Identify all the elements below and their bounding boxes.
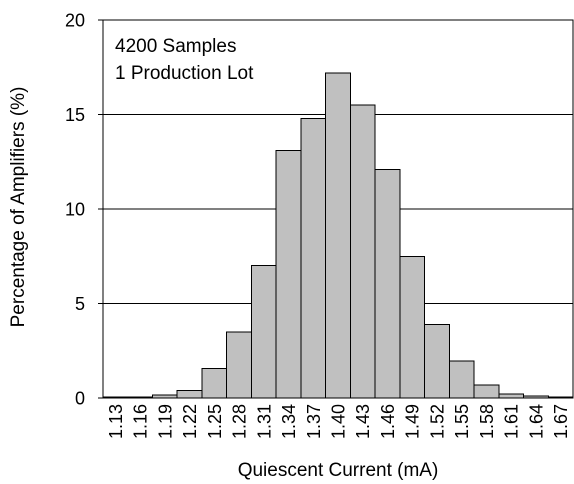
x-tick-label: 1.46 — [378, 404, 398, 439]
bar-1-37 — [300, 117, 327, 399]
y-axis-label: Percentage of Amplifiers (%) — [8, 87, 29, 328]
x-axis: 1.13 1.16 1.19 1.22 1.25 1.28 1.31 1.34 1.37 1.40… — [106, 404, 571, 439]
histogram-bars — [102, 72, 574, 399]
x-tick-label: 1.28 — [230, 404, 250, 439]
bar-1-49 — [399, 255, 426, 399]
x-tick-label: 1.31 — [254, 404, 274, 439]
y-tick-label: 5 — [75, 294, 85, 314]
x-tick-label: 1.52 — [427, 404, 447, 439]
x-tick-label: 1.67 — [551, 404, 571, 439]
bar-1-22 — [176, 389, 203, 399]
x-tick-label: 1.55 — [452, 404, 472, 439]
y-tick-label: 15 — [65, 105, 85, 125]
bar-1-28 — [226, 331, 252, 399]
bar-1-58 — [473, 384, 500, 399]
y-tick-label: 10 — [65, 200, 85, 220]
x-tick-label: 1.13 — [106, 404, 126, 439]
x-tick-label: 1.16 — [131, 404, 151, 439]
x-tick-label: 1.64 — [526, 404, 546, 439]
bar-1-25 — [201, 368, 228, 399]
x-tick-label: 1.19 — [155, 404, 175, 439]
y-tick-label: 20 — [65, 11, 85, 31]
x-tick-label: 1.37 — [304, 404, 324, 439]
bar-1-46 — [374, 168, 401, 399]
bar-1-52 — [424, 323, 450, 399]
y-tick-label: 0 — [75, 389, 85, 409]
x-tick-label: 1.25 — [205, 404, 225, 439]
bar-1-55 — [448, 360, 475, 399]
x-tick-label: 1.61 — [502, 404, 522, 439]
annotation-sample-count: 4200 Samples — [115, 36, 236, 57]
x-tick-label: 1.40 — [329, 404, 349, 439]
bar-1-34 — [275, 149, 302, 399]
x-tick-label: 1.34 — [279, 404, 299, 439]
bar-1-43 — [349, 104, 376, 399]
x-tick-label: 1.49 — [403, 404, 423, 439]
bar-1-31 — [250, 265, 277, 399]
annotation-production-lot: 1 Production Lot — [115, 63, 254, 84]
x-tick-label: 1.22 — [180, 404, 200, 439]
x-tick-label: 1.43 — [353, 404, 373, 439]
y-axis: 0 5 10 15 20 — [65, 11, 103, 409]
x-axis-label: Quiescent Current (mA) — [238, 460, 439, 481]
bar-1-40 — [325, 72, 351, 399]
x-tick-label: 1.58 — [477, 404, 497, 439]
